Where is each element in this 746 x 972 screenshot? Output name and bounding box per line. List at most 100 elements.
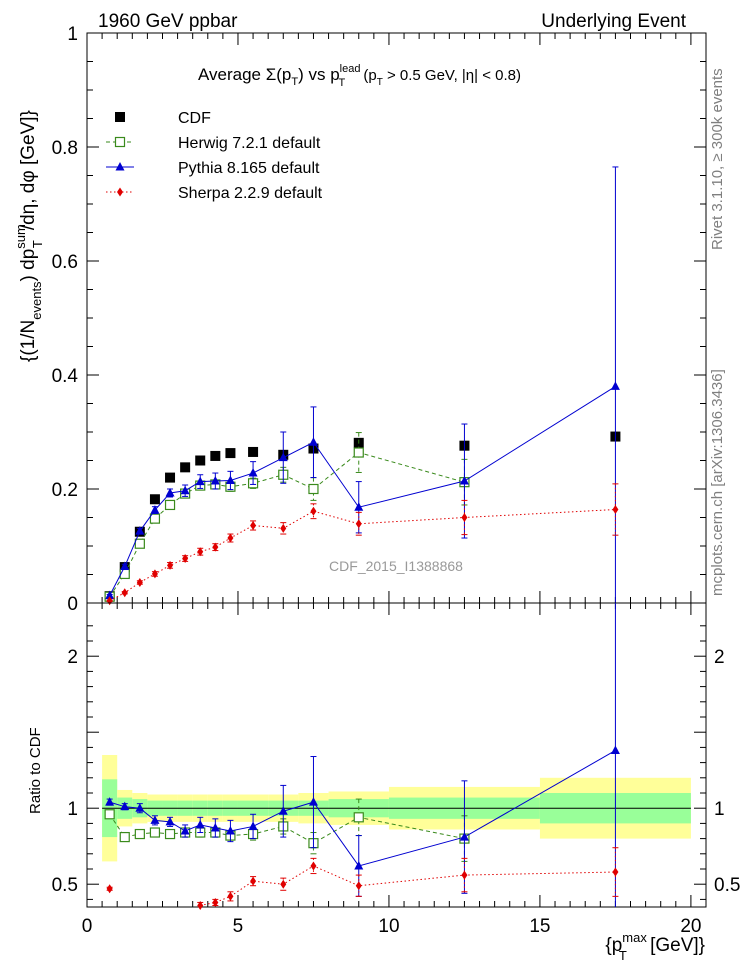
data-point xyxy=(195,476,205,486)
series-line xyxy=(109,509,616,602)
y-tick-label: 0.4 xyxy=(52,366,79,387)
ratio-point xyxy=(225,826,235,835)
legend-label: Pythia 8.165 default xyxy=(178,160,320,177)
x-tick-label: 10 xyxy=(378,916,399,937)
data-point xyxy=(180,485,190,495)
legend-marker xyxy=(114,136,126,148)
side-label-top: Rivet 3.1.10, ≥ 300k events xyxy=(709,68,726,250)
data-point xyxy=(120,561,130,571)
ratio-tick-label-right: 0.5 xyxy=(714,875,740,896)
data-point xyxy=(248,446,259,457)
data-point xyxy=(105,590,115,600)
data-point xyxy=(612,505,619,515)
ratio-point xyxy=(610,745,620,754)
data-point xyxy=(149,494,160,505)
main-panel: 0 0.2 0.4 0.6 0.8 1 xyxy=(52,24,707,615)
y-tick-label: 0.6 xyxy=(52,252,78,273)
data-point xyxy=(355,519,362,529)
data-point xyxy=(164,499,176,511)
data-point xyxy=(310,506,317,516)
ratio-point xyxy=(149,827,161,838)
data-point xyxy=(149,513,161,524)
analysis-tag: CDF_2015_I1388868 xyxy=(329,558,463,574)
legend-entry-3: Sherpa 2.2.9 default xyxy=(106,185,323,202)
ratio-point xyxy=(227,891,234,901)
legend-label: Herwig 7.2.1 default xyxy=(178,135,321,152)
data-point xyxy=(165,472,176,483)
ratio-point xyxy=(354,860,364,870)
legend-label: CDF xyxy=(178,110,211,127)
data-point xyxy=(136,577,143,587)
ratio-tick-label-right: 1 xyxy=(714,799,725,820)
series-3 xyxy=(106,483,619,606)
ratio-point xyxy=(355,881,362,891)
data-point xyxy=(308,437,318,446)
legend-marker xyxy=(115,112,125,122)
ratio-point xyxy=(310,861,317,871)
ratio-series-pythia xyxy=(105,603,620,907)
data-point xyxy=(167,560,174,570)
ratio-point xyxy=(612,867,619,877)
data-point xyxy=(225,448,236,459)
data-point xyxy=(250,520,257,530)
ratio-point xyxy=(120,801,130,811)
x-tick-label: 20 xyxy=(680,916,701,937)
legend-entry-2: Pythia 8.165 default xyxy=(106,160,320,177)
data-point xyxy=(151,569,158,579)
data-point xyxy=(610,381,620,390)
ratio-point xyxy=(119,831,130,843)
ratio-point xyxy=(248,821,258,830)
data-point xyxy=(227,533,234,543)
ratio-line xyxy=(200,865,616,906)
data-point xyxy=(119,568,130,580)
data-point xyxy=(278,452,288,462)
ratio-point xyxy=(134,828,145,840)
ratio-point xyxy=(135,803,145,812)
plot-title: Average Σ(pT) vs plead T (pT > 0.5 GeV, |… xyxy=(198,63,521,89)
ratio-frame xyxy=(86,602,707,908)
ratio-ylabel: Ratio to CDF xyxy=(27,727,44,814)
header-right: Underlying Event xyxy=(541,11,686,32)
legend-label: Sherpa 2.2.9 default xyxy=(178,185,323,202)
legend: CDF Herwig 7.2.1 default Pythia 8.165 defa… xyxy=(106,110,323,202)
ratio-point xyxy=(197,900,204,910)
ratio-point xyxy=(150,815,160,824)
ratio-point xyxy=(250,876,257,886)
y-tick-label: 0.2 xyxy=(52,480,78,501)
legend-marker xyxy=(115,162,125,171)
data-point xyxy=(197,547,204,557)
y-tick-label: 0.8 xyxy=(52,138,78,159)
side-label-bottom: mcplots.cern.ch [arXiv:1306.3436] xyxy=(709,369,726,596)
ratio-point xyxy=(106,884,113,894)
legend-entry-0: CDF xyxy=(115,110,211,127)
ratio-point xyxy=(212,897,219,907)
ratio-point xyxy=(461,870,468,880)
data-point xyxy=(308,483,319,495)
data-point xyxy=(210,476,220,485)
ratio-tick-label: 2 xyxy=(67,647,78,668)
ratio-point xyxy=(280,879,287,889)
legend-entry-1: Herwig 7.2.1 default xyxy=(106,135,321,152)
data-point xyxy=(248,468,258,477)
data-point xyxy=(182,554,189,564)
x-tick-label: 0 xyxy=(82,916,93,937)
ratio-tick-label: 1 xyxy=(67,799,78,820)
data-point xyxy=(135,526,145,535)
data-point xyxy=(225,475,235,484)
x-tick-label: 5 xyxy=(233,916,244,937)
data-point xyxy=(180,462,191,473)
data-point xyxy=(165,487,175,497)
header-left: 1960 GeV ppbar xyxy=(98,11,238,32)
ratio-point xyxy=(165,816,175,826)
data-point xyxy=(210,450,221,461)
data-point xyxy=(134,538,145,549)
data-point xyxy=(461,513,468,522)
ratio-point xyxy=(353,812,364,823)
ratio-point xyxy=(105,797,115,806)
series-2 xyxy=(105,166,620,604)
data-point xyxy=(212,542,219,552)
x-axis-label: {pmax T [GeV]} xyxy=(605,930,705,963)
ratio-point xyxy=(210,822,220,832)
data-point xyxy=(353,447,364,458)
